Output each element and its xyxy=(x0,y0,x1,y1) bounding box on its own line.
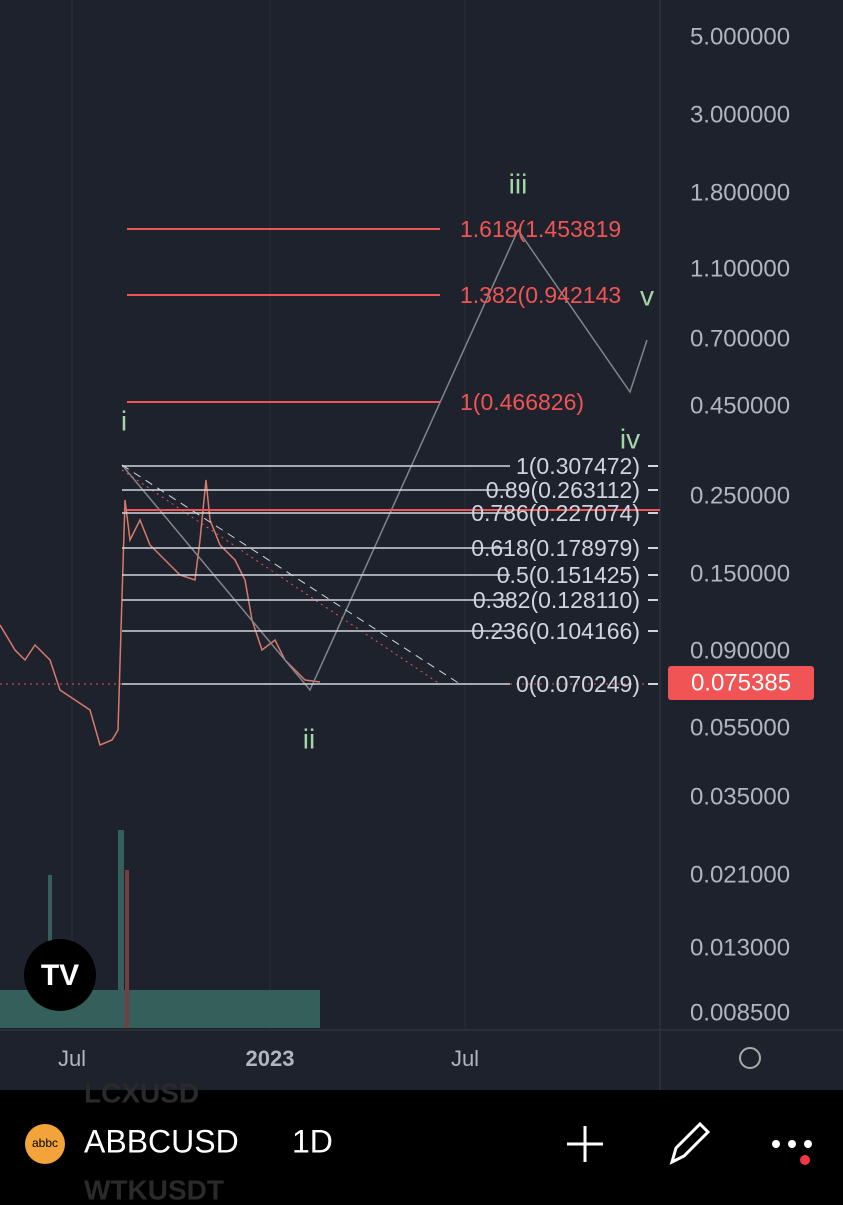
more-button[interactable] xyxy=(772,1140,812,1165)
tradingview-logo: TV xyxy=(24,939,96,1011)
price-path xyxy=(0,479,321,747)
wave-label: v xyxy=(640,280,654,311)
price-label: 0.700000 xyxy=(690,325,790,352)
price-label: 1.100000 xyxy=(690,255,790,282)
price-label: 0.250000 xyxy=(690,482,790,509)
symbol[interactable]: ABBCUSD xyxy=(84,1123,239,1159)
draw-button[interactable] xyxy=(669,1121,711,1165)
fib-retracement-label: 0.382(0.128110) xyxy=(473,587,640,613)
price-label: 0.021000 xyxy=(690,861,790,888)
chart-background xyxy=(0,0,843,1090)
last-price-tag xyxy=(668,666,814,700)
time-label: Jul xyxy=(58,1046,86,1071)
price-label: 1.800000 xyxy=(690,179,790,206)
fib-extension-label: 1.618(1.453819 xyxy=(460,216,621,242)
trend-line xyxy=(121,469,441,685)
fib-retracement-label: 0.5(0.151425) xyxy=(497,562,640,588)
fib-extension-label: 1(0.466826) xyxy=(460,389,584,415)
fib-retracement-label: 0.618(0.178979) xyxy=(471,535,640,561)
fib-retracement-label: 0(0.070249) xyxy=(516,671,640,697)
svg-text:TV: TV xyxy=(41,959,79,992)
toolbar xyxy=(0,1090,843,1200)
price-label: 0.008500 xyxy=(690,999,790,1026)
watchlist-item: LCXUSD xyxy=(84,1077,199,1108)
wave-label: iii xyxy=(509,168,528,199)
fib-retracement-label: 1(0.307472) xyxy=(516,453,640,479)
price-label: 0.055000 xyxy=(690,714,790,741)
price-label: 0.013000 xyxy=(690,934,790,961)
time-label: 2023 xyxy=(246,1046,295,1071)
add-button[interactable] xyxy=(567,1126,603,1162)
wave-label: i xyxy=(121,405,127,436)
symbol-logo-text: abbc xyxy=(32,1136,58,1150)
price-label: 0.090000 xyxy=(690,637,790,664)
fib-extension-label: 1.382(0.942143 xyxy=(460,282,621,308)
price-label: 0.035000 xyxy=(690,783,790,810)
fib-retracement-label: 0.236(0.104166) xyxy=(471,618,640,644)
price-label: 0.450000 xyxy=(690,392,790,419)
price-label: 3.000000 xyxy=(690,101,790,128)
symbol-logo[interactable] xyxy=(25,1124,65,1164)
wave-label: ii xyxy=(303,723,315,754)
grid xyxy=(71,0,466,1030)
time-label: Jul xyxy=(451,1046,479,1071)
fib-retracement-label: 0.89(0.263112) xyxy=(486,477,640,503)
fib-retracement-label: 0.786(0.227074) xyxy=(471,500,640,526)
last-price: 0.075385 xyxy=(691,669,791,696)
price-label: 0.150000 xyxy=(690,560,790,587)
wave-path xyxy=(121,228,648,692)
settings-icon[interactable] xyxy=(739,1047,761,1069)
watchlist-item: WTKUSDT xyxy=(84,1174,224,1200)
wave-label: iv xyxy=(620,423,640,454)
price-label: 5.000000 xyxy=(690,23,790,50)
interval[interactable]: 1D xyxy=(292,1123,333,1159)
